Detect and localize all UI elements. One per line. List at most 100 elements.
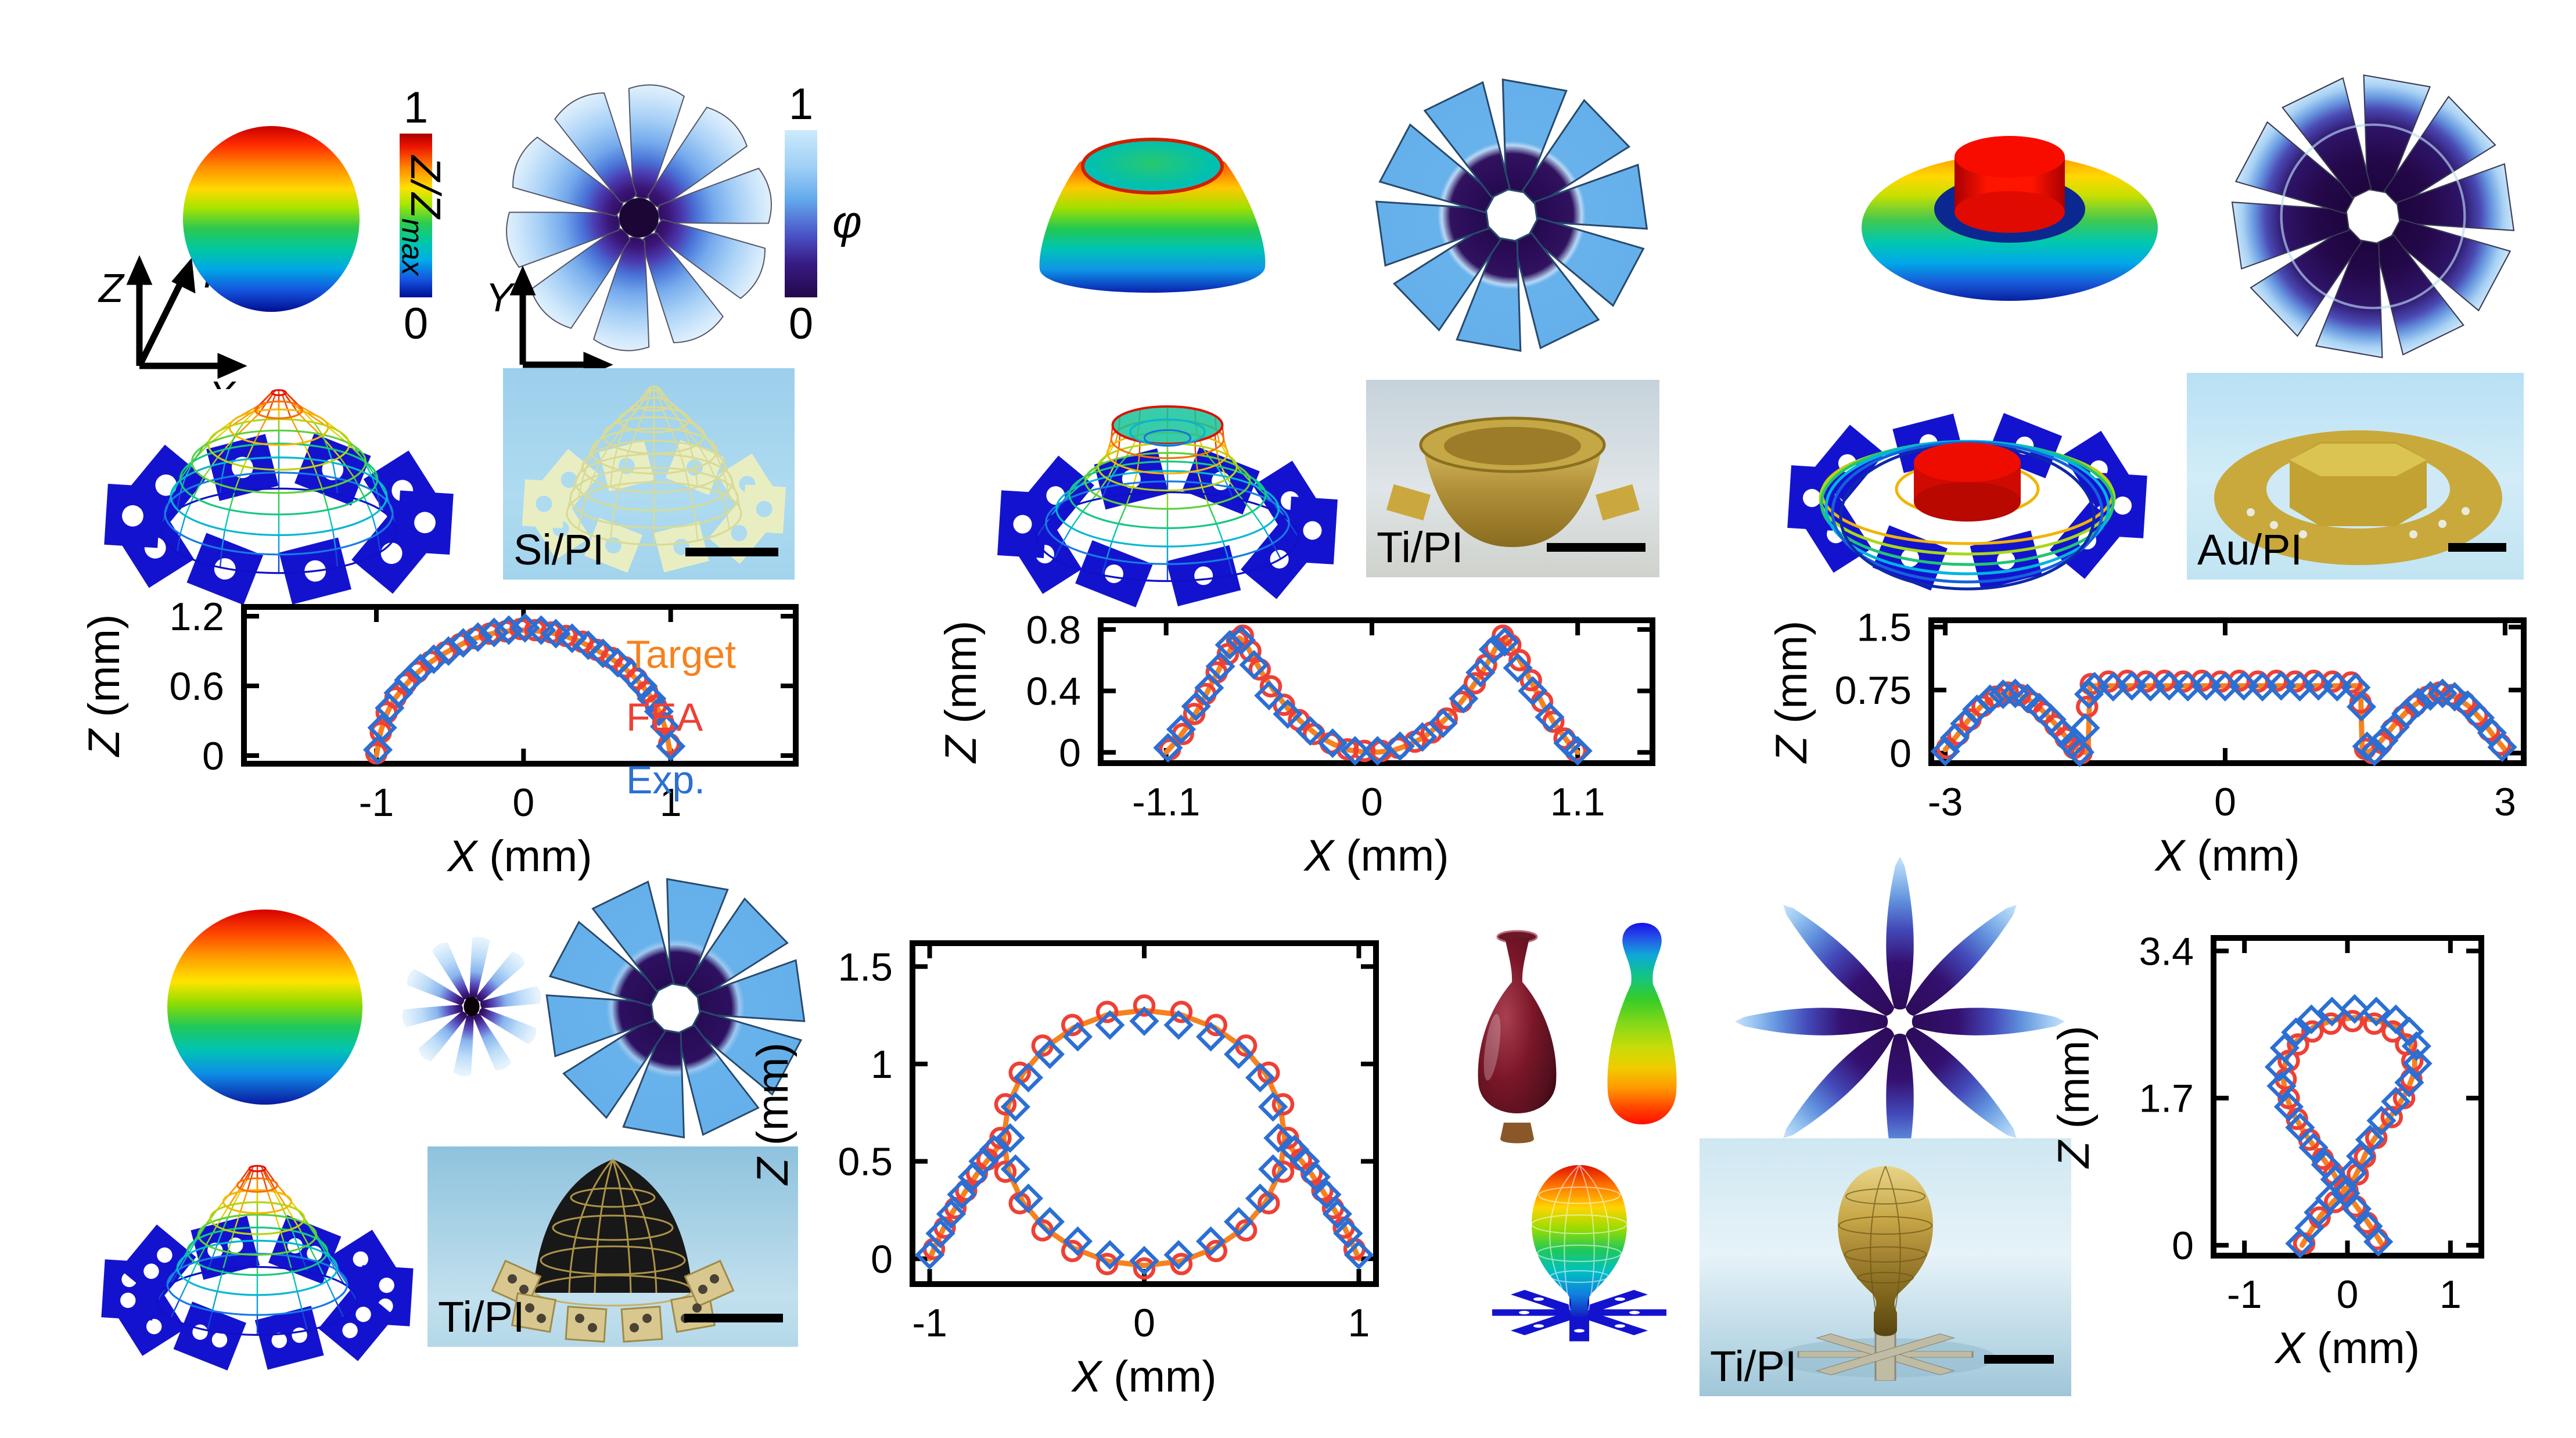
dome-3d-render	[183, 126, 360, 312]
mesh-flap	[318, 1284, 395, 1361]
series-exp	[1153, 625, 1593, 766]
photo-ti-pi-vase: Ti/PI	[1700, 1138, 2071, 1396]
crater-opening	[1081, 138, 1224, 195]
x-tick-label: 0	[1361, 780, 1383, 824]
mesh-flap	[653, 521, 709, 573]
colorbar-phi-title: φ	[832, 196, 862, 247]
photo-ring-structure	[2214, 430, 2502, 565]
vase-mesh-body	[1532, 1165, 1627, 1317]
x-tick-label: 0	[2214, 780, 2236, 824]
colorbar-phi-max: 1	[788, 80, 814, 129]
y-tick-label: 0	[1889, 732, 1912, 776]
mesh-svg	[1787, 413, 2147, 591]
y-tick-label: 3.4	[2139, 929, 2194, 973]
fea-mesh-dome	[104, 373, 454, 605]
colorbar-phi-min: 0	[788, 299, 814, 348]
y-axis-title: Z (mm)	[936, 621, 986, 764]
y-tick-label: 0	[202, 734, 224, 778]
x-axis-title: X (mm)	[446, 832, 592, 881]
x-axis-title: X (mm)	[1303, 831, 1449, 880]
photo-crater-structure	[1386, 416, 1640, 547]
legend-entry-0: Target	[626, 632, 736, 677]
scale-bar	[685, 548, 778, 556]
series-exp	[1930, 671, 2517, 767]
y-tick-label: 1	[871, 1042, 893, 1087]
vase-base	[1500, 1123, 1534, 1144]
photo-vase-structure	[1775, 1166, 1996, 1381]
y-tick-label: 0.6	[169, 664, 224, 709]
x-tick-label: -1.1	[1132, 780, 1200, 824]
mesh-svg	[104, 389, 454, 605]
x-tick-label: -1	[359, 781, 394, 825]
chart-svg: -1 0 1 0 0.6 1.2 X (mm) Z (mm) Target FEA Exp.	[80, 595, 799, 881]
material-label: Ti/PI	[1377, 523, 1464, 571]
y-tick-label: 0.75	[1835, 668, 1912, 713]
chart-vase-profile: -1 0 1 0 1.7 3.4 X (mm) Z (mm)	[2049, 887, 2576, 1438]
kirigami-pattern-crater	[1375, 78, 1648, 352]
x-tick-label: -3	[1928, 780, 1963, 824]
legend-entry-1: FEA	[626, 695, 703, 739]
vase-photo-reference	[1478, 930, 1557, 1144]
z-axis-label: Z	[98, 265, 125, 311]
scale-bar	[1547, 543, 1646, 552]
y-axis-title: Z (mm)	[2049, 1026, 2099, 1169]
photo-si-pi: Si/PI	[503, 368, 795, 580]
chart-svg: -1 0 1 0 0.5 1 1.5 X (mm) Z (mm)	[748, 940, 1379, 1401]
pattern-inner-ring	[2280, 123, 2466, 310]
vase-mesh-lattice	[1531, 1164, 1627, 1311]
axis-triad-xy: Y X	[486, 265, 613, 385]
y-axis-label: Y	[486, 275, 515, 320]
kirigami-pattern-dome	[502, 81, 776, 355]
mesh-flap	[173, 1302, 246, 1371]
y-axis-title: Z (mm)	[1767, 621, 1816, 764]
material-label: Au/PI	[2197, 526, 2302, 574]
legend-entry-2: Exp.	[626, 758, 705, 802]
y-tick-label: 1.5	[838, 945, 893, 989]
x-tick-label: -1	[2227, 1272, 2262, 1317]
y-tick-label: 0	[1059, 731, 1081, 775]
mesh-flap	[254, 1306, 324, 1370]
sphere-surface	[167, 909, 362, 1105]
x-tick-label: 1.1	[1550, 780, 1605, 824]
series-target	[1942, 683, 2508, 756]
x-axis-title: X (mm)	[1070, 1352, 1216, 1401]
crater-3d-render	[1039, 138, 1266, 293]
x-axis-label: X	[207, 373, 236, 389]
x-axis-title: X (mm)	[2274, 1324, 2420, 1373]
mesh-svg	[997, 405, 1338, 607]
mesh-flap	[1182, 447, 1260, 515]
x-tick-label: 3	[2494, 780, 2516, 824]
vase-target-render	[1607, 923, 1677, 1124]
colorbar-phi-gradient	[785, 130, 817, 297]
photo-dome-structure	[522, 374, 786, 573]
chart-sphere-profile: -1 0 1 0 0.5 1 1.5 X (mm) Z (mm)	[748, 893, 1411, 1438]
mesh-flap	[120, 1224, 196, 1302]
material-label: Ti/PI	[438, 1293, 525, 1341]
y-tick-label: 0.4	[1026, 670, 1081, 714]
plot-frame	[910, 940, 1379, 1287]
chart-ring-profile: -3 0 3 0 0.75 1.5 X (mm) Z (mm)	[1767, 574, 2576, 880]
chart-svg: -1 0 1 0 1.7 3.4 X (mm) Z (mm)	[2049, 929, 2484, 1373]
series-exp	[2264, 994, 2433, 1259]
vase-surface	[1607, 923, 1677, 1124]
dome-surface	[183, 126, 360, 312]
colorbar-z: 1 0 Z/Zmax	[372, 86, 488, 346]
vase-highlight	[1483, 1013, 1501, 1081]
photo-ti-pi-crater: Ti/PI	[1366, 380, 1659, 577]
series-exp	[362, 613, 686, 765]
kirigami-pattern-sphere-small	[401, 936, 542, 1077]
series-exp	[914, 1006, 1374, 1276]
kirigami-pattern-ring	[2231, 74, 2515, 358]
fea-mesh-tall-dome	[101, 1160, 423, 1371]
y-tick-label: 0	[2172, 1224, 2194, 1268]
x-tick-label: 1	[2440, 1272, 2462, 1317]
scale-bar	[684, 1314, 783, 1322]
ring-3d-render	[1862, 136, 2158, 301]
series-fea	[922, 994, 1366, 1280]
pattern-center	[619, 198, 659, 238]
y-tick-label: 0.8	[1026, 608, 1081, 652]
fea-mesh-crater	[997, 384, 1338, 607]
y-tick-label: 1.2	[169, 595, 224, 639]
photo-dark-dome-structure	[491, 1159, 735, 1343]
mesh-flap	[206, 434, 279, 501]
